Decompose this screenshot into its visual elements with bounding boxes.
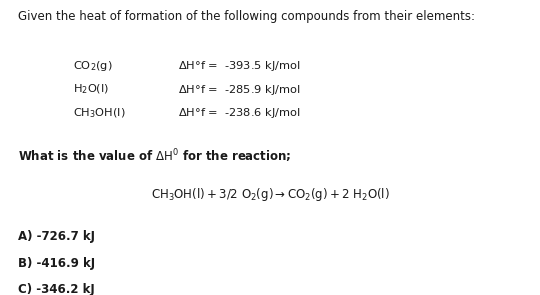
Text: C) -346.2 kJ: C) -346.2 kJ <box>18 283 94 295</box>
Text: $\mathrm{CH_3OH(l)}$: $\mathrm{CH_3OH(l)}$ <box>73 106 125 120</box>
Text: What is the value of $\mathrm{\Delta H^0}$ for the reaction;: What is the value of $\mathrm{\Delta H^0… <box>18 148 291 165</box>
Text: B) -416.9 kJ: B) -416.9 kJ <box>18 257 95 270</box>
Text: $\mathrm{\Delta H°f}$ =  -238.6 kJ/mol: $\mathrm{\Delta H°f}$ = -238.6 kJ/mol <box>178 106 301 120</box>
Text: $\mathrm{\Delta H°f}$ =  -393.5 kJ/mol: $\mathrm{\Delta H°f}$ = -393.5 kJ/mol <box>178 59 301 73</box>
Text: A) -726.7 kJ: A) -726.7 kJ <box>18 230 95 243</box>
Text: $\mathrm{CH_3OH(l) + 3/2\ O_2(g) \rightarrow CO_2(g) + 2\ H_2O(l)}$: $\mathrm{CH_3OH(l) + 3/2\ O_2(g) \righta… <box>151 186 389 203</box>
Text: $\mathrm{H_2O(l)}$: $\mathrm{H_2O(l)}$ <box>73 83 109 96</box>
Text: $\mathrm{CO_2(g)}$: $\mathrm{CO_2(g)}$ <box>73 59 112 73</box>
Text: Given the heat of formation of the following compounds from their elements:: Given the heat of formation of the follo… <box>18 10 475 23</box>
Text: $\mathrm{\Delta H°f}$ =  -285.9 kJ/mol: $\mathrm{\Delta H°f}$ = -285.9 kJ/mol <box>178 83 301 96</box>
